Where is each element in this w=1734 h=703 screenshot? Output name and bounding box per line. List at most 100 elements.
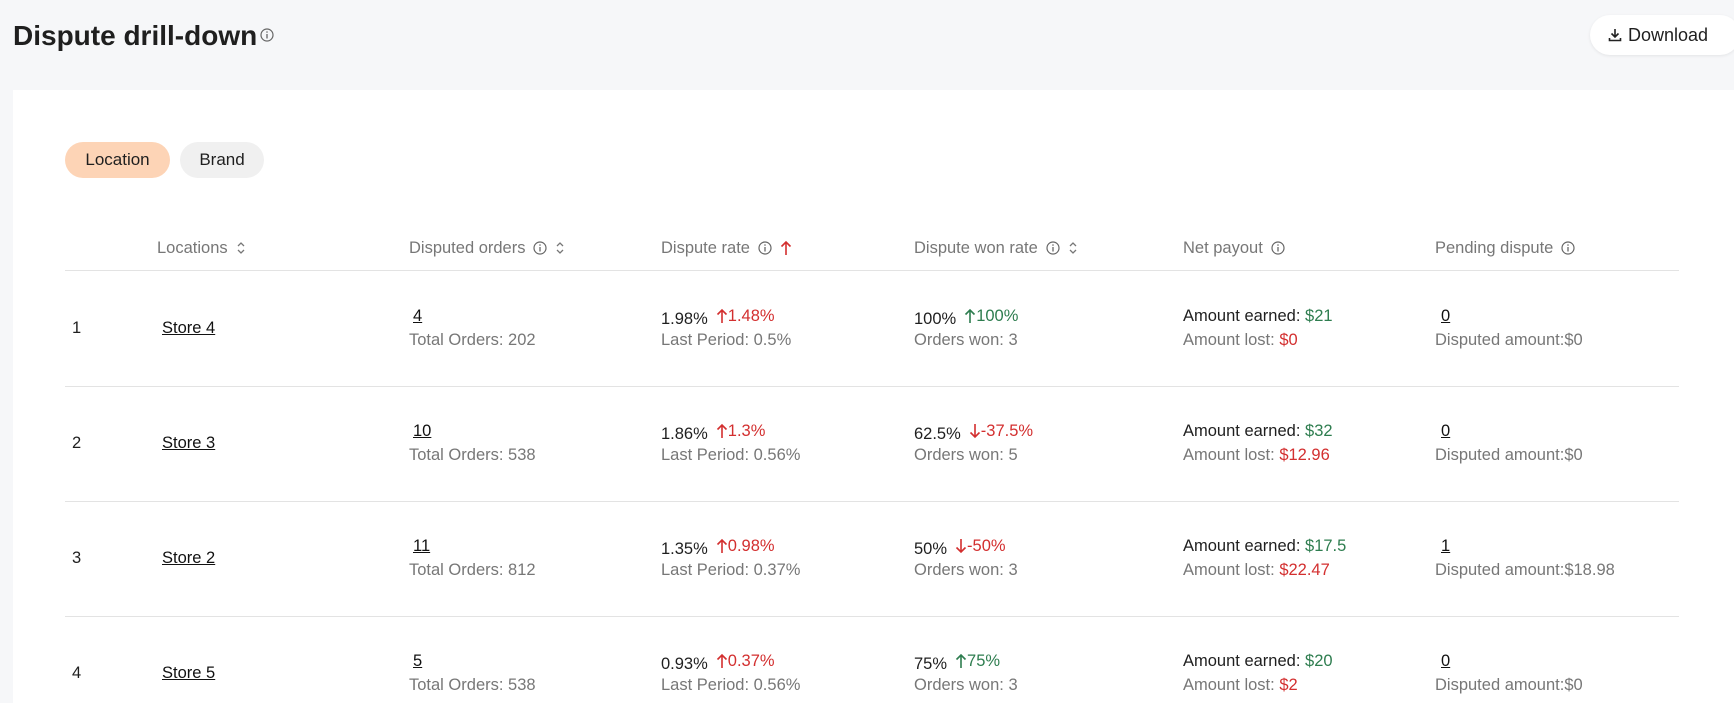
info-icon[interactable] bbox=[260, 28, 274, 42]
location-link[interactable]: Store 2 bbox=[162, 549, 216, 567]
won-change-value: -37.5% bbox=[980, 422, 1034, 440]
column-header[interactable]: Dispute rate bbox=[661, 236, 792, 260]
won-rate-value: 62.5% bbox=[914, 425, 961, 443]
orders-won: Orders won: 3 bbox=[914, 676, 1018, 694]
won-change-value: -50% bbox=[967, 537, 1006, 555]
disputed-amount: Disputed amount:$0 bbox=[1435, 331, 1583, 349]
disputed-orders-link[interactable]: 4 bbox=[413, 307, 423, 325]
pending-link[interactable]: 1 bbox=[1441, 537, 1451, 555]
won-rate-value: 100% bbox=[914, 310, 957, 328]
trend-arrow bbox=[955, 653, 967, 668]
won-rate-value: 50% bbox=[914, 540, 948, 558]
disputed-orders-link[interactable]: 10 bbox=[413, 422, 432, 440]
orders-won: Orders won: 3 bbox=[914, 561, 1018, 579]
won-change-value: 100% bbox=[976, 307, 1019, 325]
orders-won: Orders won: 5 bbox=[914, 446, 1018, 464]
lost-label: Amount lost: bbox=[1183, 331, 1275, 349]
total-orders: Total Orders: 538 bbox=[409, 676, 536, 694]
pending-link[interactable]: 0 bbox=[1441, 652, 1451, 670]
table-row: 4 Store 5 5 Total Orders: 538 0.93% 0.37% Last… bbox=[65, 616, 1679, 703]
won-rate: 62.5% -37.5% bbox=[914, 419, 1033, 446]
table-row: 3 Store 2 11 Total Orders: 812 1.35% 0.98% Las… bbox=[65, 501, 1679, 617]
lost-label: Amount lost: bbox=[1183, 676, 1275, 694]
lost-label: Amount lost: bbox=[1183, 446, 1275, 464]
sort-icon[interactable] bbox=[236, 241, 246, 255]
column-header[interactable]: Disputed orders bbox=[409, 236, 565, 260]
rank: 2 bbox=[72, 434, 82, 452]
page-title: Dispute drill-down bbox=[13, 20, 258, 51]
orders-won: Orders won: 3 bbox=[914, 331, 1018, 349]
column-label: Dispute won rate bbox=[914, 239, 1038, 257]
lost-label: Amount lost: bbox=[1183, 561, 1275, 579]
sort-icon[interactable] bbox=[1068, 241, 1078, 255]
earned-label: Amount earned: bbox=[1183, 422, 1301, 440]
pending-link[interactable]: 0 bbox=[1441, 307, 1451, 325]
lost-value: $2 bbox=[1279, 676, 1298, 694]
info-icon[interactable] bbox=[1046, 241, 1060, 255]
won-rate: 50% -50% bbox=[914, 534, 1006, 561]
amount-earned: Amount earned: $21 bbox=[1183, 304, 1333, 328]
info-icon[interactable] bbox=[1271, 241, 1285, 255]
total-orders: Total Orders: 812 bbox=[409, 561, 536, 579]
location-link[interactable]: Store 5 bbox=[162, 664, 216, 682]
amount-lost: Amount lost: $0 bbox=[1183, 328, 1298, 352]
won-rate-value: 75% bbox=[914, 655, 948, 673]
location-link[interactable]: Store 4 bbox=[162, 319, 216, 337]
last-period: Last Period: 0.56% bbox=[661, 676, 801, 694]
column-label: Disputed orders bbox=[409, 239, 526, 257]
tab[interactable]: Location bbox=[65, 142, 170, 178]
column-label: Locations bbox=[157, 239, 228, 257]
location-link[interactable]: Store 3 bbox=[162, 434, 216, 452]
rate-change-value: 1.3% bbox=[727, 422, 766, 440]
dispute-rate: 1.35% 0.98% bbox=[661, 534, 775, 561]
won-change: 75% bbox=[955, 649, 1000, 673]
download-button[interactable]: Download bbox=[1590, 15, 1734, 55]
amount-earned: Amount earned: $20 bbox=[1183, 649, 1333, 673]
rank: 3 bbox=[72, 549, 82, 567]
amount-lost: Amount lost: $22.47 bbox=[1183, 558, 1330, 582]
info-icon[interactable] bbox=[533, 241, 548, 255]
rank: 1 bbox=[72, 319, 82, 337]
column-label: Net payout bbox=[1183, 239, 1263, 257]
header-divider bbox=[65, 270, 1679, 271]
earned-label: Amount earned: bbox=[1183, 652, 1301, 670]
rate-value: 0.93% bbox=[661, 655, 708, 673]
trend-arrow bbox=[969, 424, 980, 439]
rate-change-value: 1.48% bbox=[727, 307, 775, 325]
won-change: 100% bbox=[964, 304, 1018, 328]
won-change-value: 75% bbox=[967, 652, 1001, 670]
won-change: -50% bbox=[955, 534, 1006, 558]
amount-earned: Amount earned: $32 bbox=[1183, 419, 1333, 443]
disputed-orders-link[interactable]: 11 bbox=[413, 537, 431, 555]
disputed-amount: Disputed amount:$18.98 bbox=[1435, 561, 1615, 579]
sort-icon[interactable] bbox=[555, 241, 565, 255]
column-header[interactable]: Locations bbox=[157, 236, 246, 260]
rate-change-value: 0.37% bbox=[727, 652, 775, 670]
earned-value: $17.5 bbox=[1305, 537, 1347, 555]
amount-earned: Amount earned: $17.5 bbox=[1183, 534, 1346, 558]
rank: 4 bbox=[72, 664, 82, 682]
earned-label: Amount earned: bbox=[1183, 537, 1301, 555]
trend-arrow bbox=[716, 423, 727, 438]
info-icon[interactable] bbox=[758, 241, 772, 255]
dispute-rate: 1.98% 1.48% bbox=[661, 304, 775, 331]
tab[interactable]: Brand bbox=[180, 142, 264, 178]
column-header[interactable]: Dispute won rate bbox=[914, 236, 1078, 260]
lost-value: $0 bbox=[1279, 331, 1298, 349]
rate-value: 1.98% bbox=[661, 310, 708, 328]
earned-value: $20 bbox=[1305, 652, 1333, 670]
trend-arrow bbox=[965, 308, 976, 323]
trend-arrow bbox=[716, 308, 727, 323]
won-change: -37.5% bbox=[969, 419, 1033, 443]
column-label: Pending dispute bbox=[1435, 239, 1554, 257]
lost-value: $12.96 bbox=[1279, 446, 1330, 464]
disputed-orders-link[interactable]: 5 bbox=[413, 652, 423, 670]
pending-link[interactable]: 0 bbox=[1441, 422, 1451, 440]
table-row: 2 Store 3 10 Total Orders: 538 1.86% 1.3% Last… bbox=[65, 386, 1679, 502]
rate-change: 0.37% bbox=[716, 649, 775, 673]
column-header: Net payout bbox=[1183, 236, 1285, 260]
sort-icon[interactable] bbox=[780, 240, 792, 256]
last-period: Last Period: 0.56% bbox=[661, 446, 801, 464]
info-icon[interactable] bbox=[1561, 241, 1575, 255]
